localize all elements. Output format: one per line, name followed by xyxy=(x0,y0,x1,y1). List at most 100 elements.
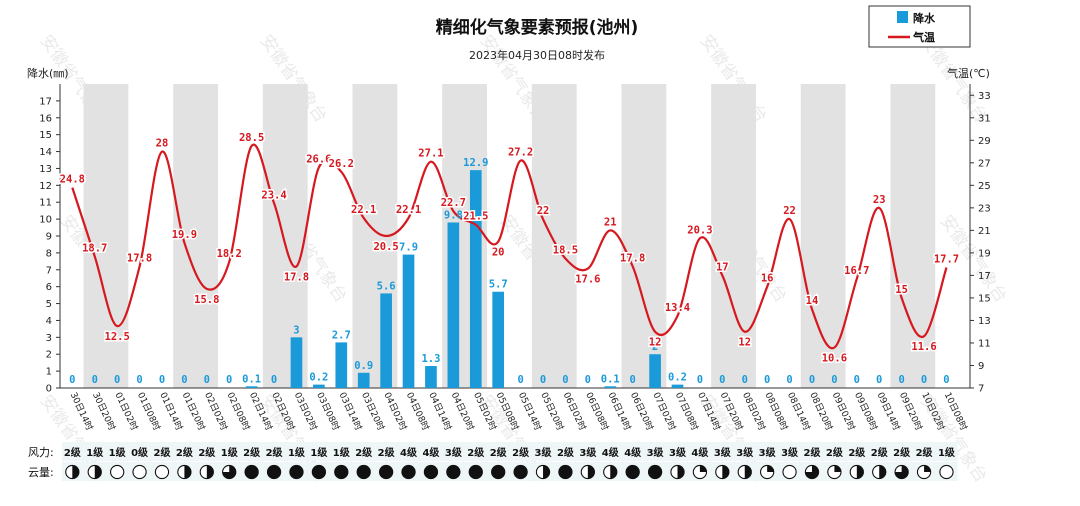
left-tick-label: 1 xyxy=(46,367,52,378)
rain-bar xyxy=(335,342,348,388)
rain-data-label: 7.9 xyxy=(399,242,418,254)
chart-subtitle: 2023年04月30日08时发布 xyxy=(469,48,605,62)
wind-level: 0级 xyxy=(131,446,149,459)
rain-bar xyxy=(492,291,505,388)
rain-data-label: 0 xyxy=(204,374,210,386)
temp-data-label: 26.6 xyxy=(306,153,331,165)
left-tick-label: 15 xyxy=(39,130,52,141)
wind-level: 3级 xyxy=(535,446,553,459)
left-tick-label: 12 xyxy=(39,181,52,192)
cloud-cover-fill xyxy=(543,465,550,479)
cloud-cover-icon xyxy=(446,464,461,480)
rain-data-label: 0 xyxy=(764,374,770,386)
cloud-cover-icon xyxy=(872,464,887,480)
temp-data-label: 13.4 xyxy=(665,302,690,314)
cloud-cover-ring xyxy=(782,464,797,480)
cloud-row-bg xyxy=(62,462,958,481)
wind-level: 2级 xyxy=(266,446,284,459)
cloud-cover-fill xyxy=(222,465,236,479)
right-tick-label: 25 xyxy=(978,181,991,192)
cloud-cover-fill xyxy=(424,465,438,479)
rain-bar xyxy=(425,366,437,388)
temp-data-label: 22 xyxy=(537,205,550,217)
cloud-cover-fill xyxy=(626,465,640,479)
axes: 0123456789101112131415161779111315171921… xyxy=(39,84,991,395)
temp-data-label: 15.8 xyxy=(194,294,219,306)
cloud-cover-fill xyxy=(401,465,416,479)
cloud-cover-icon xyxy=(804,464,820,480)
cloud-cover-icon xyxy=(513,464,528,480)
wind-level: 2级 xyxy=(826,446,844,459)
cloud-cover-icon xyxy=(132,464,147,480)
rain-bar xyxy=(604,386,617,388)
cloud-cover-fill xyxy=(334,465,348,479)
rain-data-label: 0 xyxy=(226,374,232,386)
right-tick-label: 23 xyxy=(978,203,991,214)
cloud-cover-icon xyxy=(580,464,595,480)
left-tick-label: 3 xyxy=(46,333,52,344)
temp-data-label: 26.2 xyxy=(329,158,354,170)
temp-data-label: 17.7 xyxy=(934,254,959,266)
left-tick-label: 9 xyxy=(46,232,52,243)
cloud-cover-icon xyxy=(647,464,663,480)
wind-cloud-table: 风力: 云量: 2级 1级 1级 0级 2级 2级 2级 1级 2级 2级 1级 1级 1级 2级 2级 4级… xyxy=(28,442,958,481)
temp-data-label: 22.1 xyxy=(351,204,376,216)
wind-level: 4级 xyxy=(691,446,709,459)
wind-level: 2级 xyxy=(557,446,575,459)
rain-data-label: 0 xyxy=(585,374,591,386)
wind-level: 1级 xyxy=(288,446,306,459)
temp-data-label: 20 xyxy=(492,247,505,259)
wind-level: 1级 xyxy=(333,446,351,459)
wind-level: 3级 xyxy=(759,446,777,459)
wind-level: 2级 xyxy=(243,446,261,459)
rain-data-label: 0 xyxy=(271,374,277,386)
cloud-cover-icon xyxy=(222,464,237,480)
cloud-cover-fill xyxy=(879,465,886,479)
right-axis-label: 气温(℃) xyxy=(947,66,990,80)
rain-data-label: 2 xyxy=(652,341,658,353)
temp-data-label: 21.5 xyxy=(463,211,488,223)
cloud-cover-icon xyxy=(558,464,573,480)
cloud-cover-ring xyxy=(110,464,125,480)
cloud-cover-icon xyxy=(491,464,506,480)
right-tick-label: 11 xyxy=(978,338,991,349)
rain-bar xyxy=(245,386,258,388)
cloud-cover-icon xyxy=(625,464,640,480)
right-tick-label: 31 xyxy=(978,113,991,124)
wind-level: 1级 xyxy=(938,446,956,459)
wind-level: 4级 xyxy=(602,446,620,459)
cloud-cover-icon xyxy=(244,464,259,480)
cloud-cover-fill xyxy=(491,465,505,479)
temp-data-label: 24.8 xyxy=(60,174,85,186)
rain-data-label: 0 xyxy=(562,374,568,386)
cloud-cover-icon xyxy=(110,464,125,480)
wind-level: 1级 xyxy=(109,446,127,459)
temp-data-label: 16 xyxy=(761,273,774,285)
left-tick-label: 17 xyxy=(39,96,52,107)
right-tick-label: 9 xyxy=(978,361,984,372)
left-tick-label: 0 xyxy=(46,384,52,395)
rain-bar xyxy=(290,337,303,388)
night-band xyxy=(83,84,129,388)
wind-level: 3级 xyxy=(579,446,597,459)
wind-level: 1级 xyxy=(310,446,328,459)
wind-level: 3级 xyxy=(736,446,754,459)
rain-data-label: 2.7 xyxy=(332,329,351,341)
right-tick-label: 29 xyxy=(978,136,991,147)
rain-data-label: 0 xyxy=(943,374,949,386)
wind-level: 3级 xyxy=(781,446,799,459)
cloud-cover-icon xyxy=(849,464,864,480)
rain-bar xyxy=(380,293,392,388)
cloud-cover-icon xyxy=(199,464,214,480)
cloud-cover-icon xyxy=(827,464,842,480)
left-tick-label: 7 xyxy=(46,265,52,276)
right-tick-label: 17 xyxy=(978,271,991,282)
rain-data-label: 0 xyxy=(786,374,792,386)
cloud-cover-fill xyxy=(379,465,393,479)
cloud-cover-fill xyxy=(924,465,931,472)
rain-data-label: 0.2 xyxy=(668,372,687,384)
temp-data-label: 17.8 xyxy=(127,252,152,264)
cloud-cover-icon xyxy=(266,464,282,480)
right-tick-label: 21 xyxy=(978,226,991,237)
